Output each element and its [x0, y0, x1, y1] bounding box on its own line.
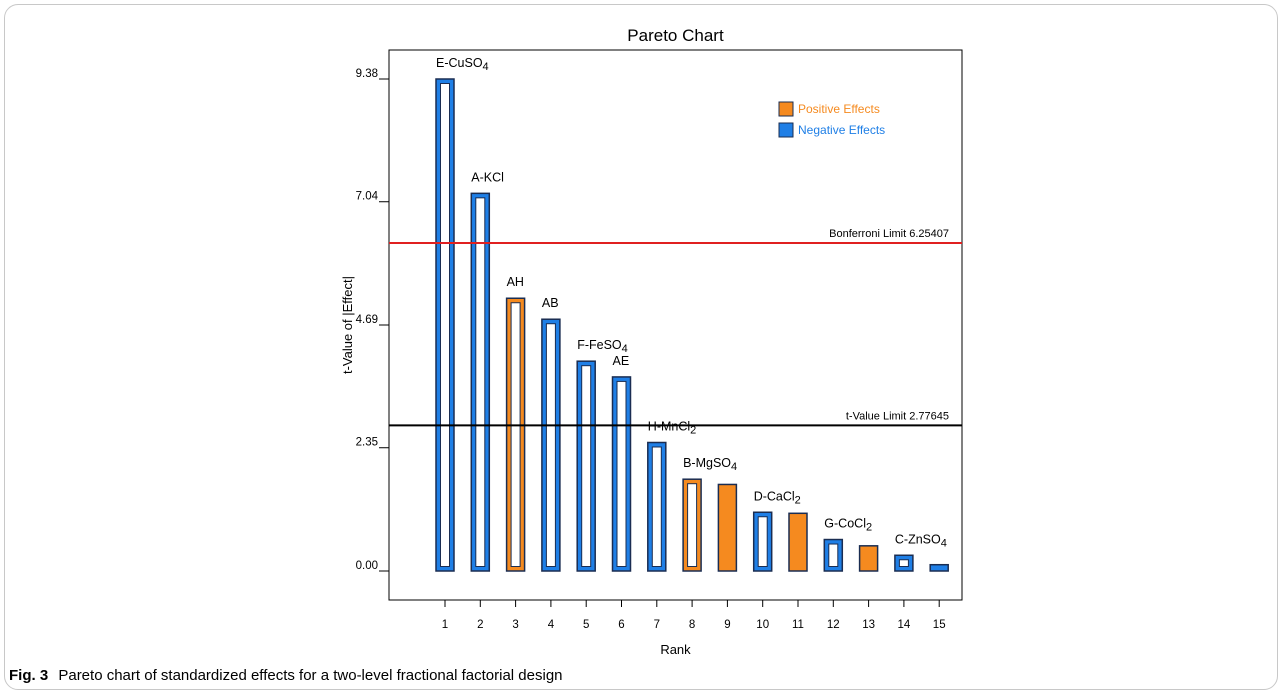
y-tick-label: 0.00 — [356, 560, 378, 572]
bar-hollow — [828, 543, 839, 568]
x-axis-label: Rank — [660, 642, 691, 657]
bar-hollow — [616, 380, 627, 567]
caption-label: Fig. 3 — [9, 667, 49, 684]
bar-label: H-MnCl2 — [648, 419, 696, 436]
bar-body — [858, 545, 879, 572]
legend-label: Negative Effects — [798, 123, 885, 137]
bar-hollow — [651, 446, 662, 567]
x-tick-label: 15 — [933, 619, 946, 631]
bar-hollow — [510, 302, 521, 567]
bar-hollow — [687, 483, 698, 567]
figure-caption: Fig. 3 Pareto chart of standardized effe… — [9, 667, 563, 684]
caption-text: Pareto chart of standardized effects for… — [58, 667, 563, 684]
bar-5 — [576, 360, 596, 572]
bar-label: AE — [613, 354, 630, 368]
y-tick-label: 9.38 — [356, 68, 378, 80]
bar-7 — [647, 441, 667, 572]
legend-swatch — [778, 101, 794, 117]
bar-label: AB — [542, 296, 559, 310]
bar-9 — [717, 483, 738, 572]
x-tick-label: 11 — [792, 619, 804, 631]
bar-4 — [541, 318, 561, 572]
legend-label: Positive Effects — [798, 102, 880, 116]
bar-body — [929, 563, 949, 572]
bar-hollow — [757, 516, 768, 567]
bar-hollow — [581, 365, 592, 567]
bar-11 — [788, 512, 808, 572]
bar-label: G-CoCl2 — [824, 517, 872, 534]
legend-swatch — [778, 122, 794, 138]
y-axis-label: t-Value of |Effect| — [340, 276, 355, 374]
bar-6 — [611, 376, 632, 572]
bar-12 — [823, 538, 844, 572]
y-tick-label: 2.35 — [356, 437, 378, 449]
x-tick-label: 7 — [654, 619, 660, 631]
figure-frame — [4, 4, 1278, 690]
bar-hollow — [898, 559, 909, 568]
legend-negative: Negative Effects — [778, 122, 885, 138]
t-value-limit-label: t-Value Limit 2.77645 — [846, 410, 949, 422]
chart-title: Pareto Chart — [627, 26, 724, 45]
x-tick-label: 4 — [548, 619, 555, 631]
bar-label: C-ZnSO4 — [895, 532, 947, 549]
bar-hollow — [545, 323, 556, 568]
bar-label: F-FeSO4 — [577, 338, 628, 355]
bar-10 — [752, 511, 773, 572]
y-tick-label: 7.04 — [356, 191, 379, 203]
x-tick-label: 14 — [898, 619, 911, 631]
x-tick-label: 8 — [689, 619, 695, 631]
x-tick-label: 12 — [827, 619, 840, 631]
x-tick-label: 5 — [583, 619, 589, 631]
x-tick-label: 3 — [512, 619, 518, 631]
y-tick-label: 4.69 — [356, 314, 378, 326]
bar-13 — [858, 545, 879, 572]
bonferroni-limit-label: Bonferroni Limit 6.25407 — [829, 228, 949, 240]
bar-hollow — [440, 83, 450, 567]
bar-8 — [682, 478, 702, 572]
bar-label: E-CuSO4 — [436, 56, 489, 73]
bar-label: D-CaCl2 — [754, 489, 801, 506]
x-tick-label: 9 — [724, 619, 730, 631]
bar-label: B-MgSO4 — [683, 456, 737, 473]
bar-15 — [929, 563, 949, 572]
bar-14 — [894, 554, 914, 572]
legend-positive: Positive Effects — [778, 101, 880, 117]
pareto-chart: Pareto Chart 0.00 2.35 4.69 7.04 9.38 t-Value … — [340, 26, 963, 657]
bar-body — [788, 512, 808, 572]
bar-body — [717, 483, 738, 572]
bar-label: AH — [507, 275, 524, 289]
bar-1 — [435, 78, 455, 572]
bar-3 — [505, 297, 526, 572]
x-tick-label: 2 — [477, 619, 483, 631]
x-tick-label: 6 — [618, 619, 624, 631]
bar-hollow — [475, 197, 486, 567]
x-tick-label: 1 — [442, 619, 448, 631]
x-tick-label: 13 — [862, 619, 875, 631]
bar-label: A-KCl — [471, 170, 504, 184]
bar-2 — [470, 192, 491, 572]
x-tick-label: 10 — [756, 619, 769, 631]
